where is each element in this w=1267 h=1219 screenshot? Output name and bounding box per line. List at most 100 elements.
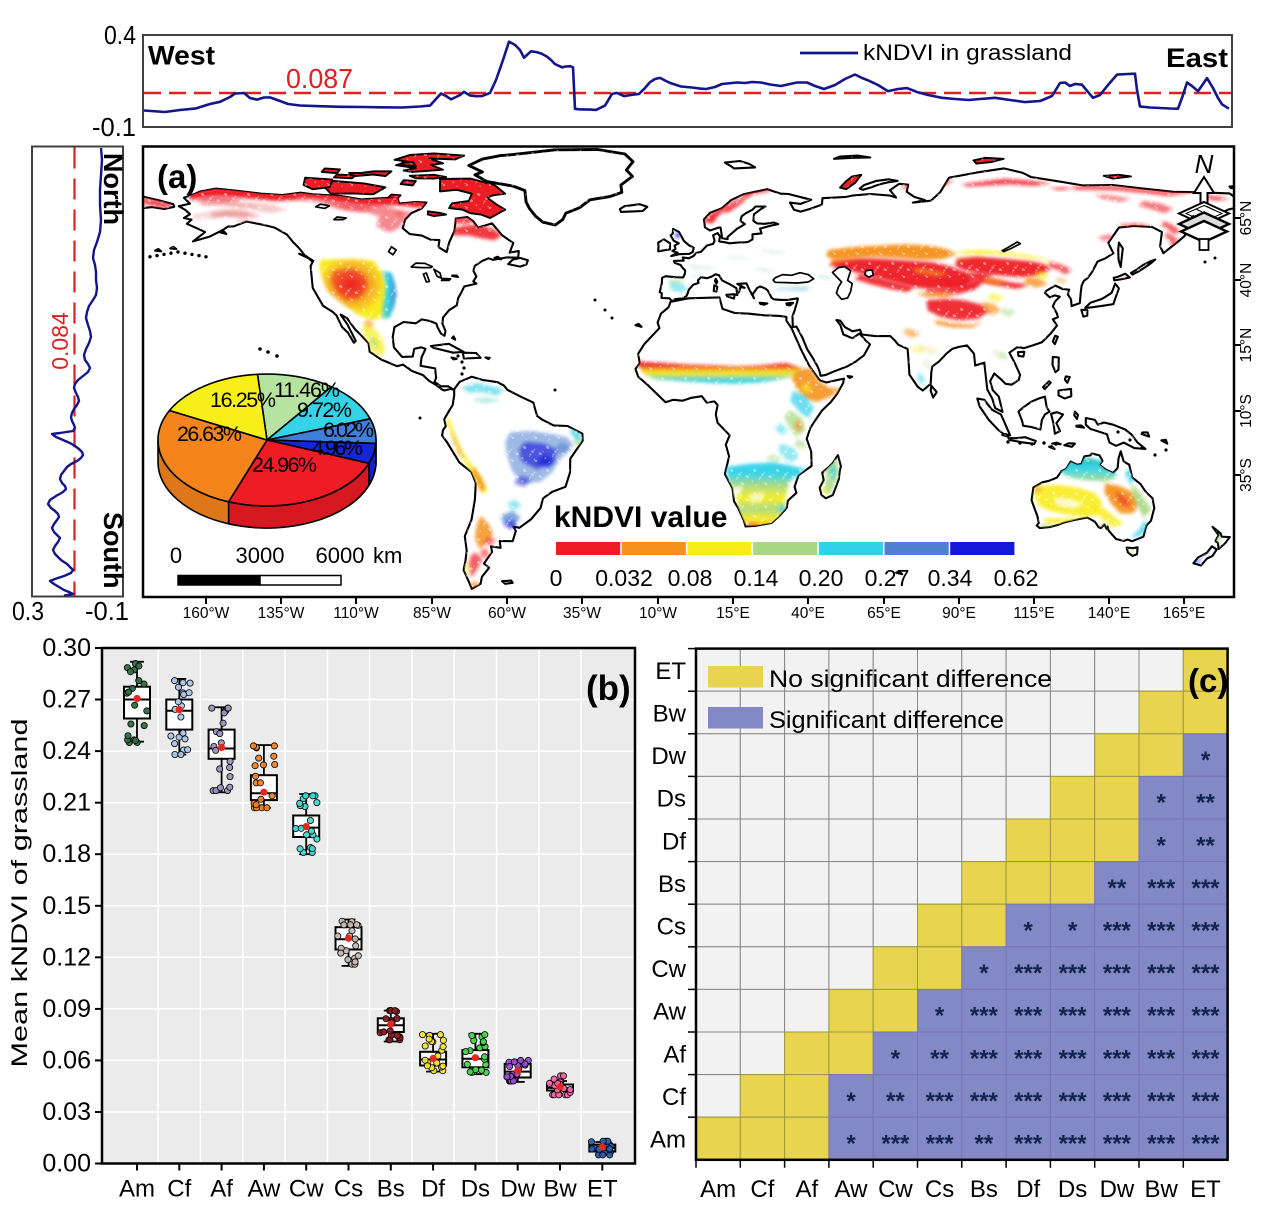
svg-text:0.34: 0.34 xyxy=(928,565,973,591)
svg-text:0.087: 0.087 xyxy=(286,63,353,94)
svg-text:6000: 6000 xyxy=(316,543,365,568)
svg-text:***: *** xyxy=(1014,1045,1043,1072)
svg-text:35°S: 35°S xyxy=(1238,458,1255,492)
svg-text:*: * xyxy=(1068,918,1078,945)
svg-text:*: * xyxy=(1157,790,1167,817)
svg-text:***: *** xyxy=(1103,1088,1132,1115)
svg-text:Df: Df xyxy=(1016,1176,1040,1203)
svg-text:40°N: 40°N xyxy=(1238,263,1255,298)
svg-text:165°E: 165°E xyxy=(1163,605,1205,622)
svg-text:*: * xyxy=(846,1088,856,1115)
svg-text:***: *** xyxy=(1191,875,1220,902)
svg-text:0.12: 0.12 xyxy=(42,943,91,971)
svg-text:0.27: 0.27 xyxy=(865,565,910,591)
svg-text:***: *** xyxy=(1014,1088,1043,1115)
svg-text:***: *** xyxy=(1103,1003,1132,1030)
svg-text:***: *** xyxy=(1103,1131,1132,1158)
svg-text:Bw: Bw xyxy=(543,1176,577,1203)
svg-text:***: *** xyxy=(881,1131,910,1158)
svg-text:Cs: Cs xyxy=(334,1176,363,1203)
svg-text:(b): (b) xyxy=(586,669,631,708)
svg-text:0.03: 0.03 xyxy=(42,1098,91,1126)
svg-text:***: *** xyxy=(1059,1045,1088,1072)
svg-text:Significant difference: Significant difference xyxy=(769,707,1004,734)
svg-text:65°N: 65°N xyxy=(1238,201,1255,236)
svg-text:110°W: 110°W xyxy=(333,605,379,622)
svg-text:0.06: 0.06 xyxy=(42,1046,91,1074)
svg-text:15°E: 15°E xyxy=(716,605,750,622)
svg-text:85°W: 85°W xyxy=(413,605,451,622)
svg-text:4.96%: 4.96% xyxy=(312,436,363,460)
svg-text:***: *** xyxy=(926,1131,955,1158)
svg-text:(a): (a) xyxy=(157,158,197,195)
svg-text:10°S: 10°S xyxy=(1238,394,1255,428)
svg-text:Am: Am xyxy=(119,1176,155,1203)
svg-text:Dw: Dw xyxy=(651,743,686,770)
svg-text:Af: Af xyxy=(210,1176,233,1203)
svg-text:No significant difference: No significant difference xyxy=(769,666,1052,693)
svg-text:26.63%: 26.63% xyxy=(177,422,242,446)
svg-text:0.14: 0.14 xyxy=(734,565,779,591)
svg-text:Af: Af xyxy=(795,1176,818,1203)
svg-text:kNDVI value: kNDVI value xyxy=(554,501,727,534)
svg-text:***: *** xyxy=(1191,1045,1220,1072)
svg-text:Bs: Bs xyxy=(970,1176,998,1203)
svg-text:***: *** xyxy=(1059,1131,1088,1158)
svg-text:135°W: 135°W xyxy=(258,605,305,622)
svg-text:Bs: Bs xyxy=(658,871,686,898)
svg-text:40°E: 40°E xyxy=(791,605,825,622)
svg-text:Cf: Cf xyxy=(167,1176,191,1203)
svg-text:Aw: Aw xyxy=(247,1176,281,1203)
svg-text:115°E: 115°E xyxy=(1013,605,1054,622)
svg-text:0.3: 0.3 xyxy=(12,596,44,626)
svg-text:Af: Af xyxy=(663,1041,686,1068)
svg-text:Mean kNDVI of grassland: Mean kNDVI of grassland xyxy=(7,719,32,1068)
svg-text:Am: Am xyxy=(650,1127,686,1154)
svg-text:***: *** xyxy=(1191,918,1220,945)
svg-text:*: * xyxy=(935,1003,945,1030)
svg-text:N: N xyxy=(1195,149,1214,179)
svg-text:***: *** xyxy=(1059,1088,1088,1115)
svg-text:ET: ET xyxy=(587,1176,618,1203)
svg-text:60°W: 60°W xyxy=(488,605,526,622)
svg-text:ET: ET xyxy=(655,658,686,685)
svg-text:***: *** xyxy=(1191,1088,1220,1115)
svg-text:0.27: 0.27 xyxy=(42,686,91,714)
svg-text:Dw: Dw xyxy=(1100,1176,1135,1203)
svg-text:90°E: 90°E xyxy=(942,605,976,622)
svg-text:Ds: Ds xyxy=(461,1176,490,1203)
svg-text:9.72%: 9.72% xyxy=(297,398,352,422)
svg-text:-0.1: -0.1 xyxy=(92,112,136,142)
svg-text:Cw: Cw xyxy=(289,1176,324,1203)
svg-text:**: ** xyxy=(1196,790,1215,817)
svg-text:Df: Df xyxy=(662,828,686,855)
svg-text:Cw: Cw xyxy=(878,1176,913,1203)
svg-text:***: *** xyxy=(970,1045,999,1072)
svg-text:***: *** xyxy=(1191,1131,1220,1158)
svg-text:3000: 3000 xyxy=(236,543,285,568)
svg-text:Cf: Cf xyxy=(662,1084,686,1111)
svg-text:**: ** xyxy=(930,1045,949,1072)
svg-text:**: ** xyxy=(1196,832,1215,859)
svg-text:***: *** xyxy=(1014,1131,1043,1158)
svg-text:***: *** xyxy=(1059,960,1088,987)
svg-text:*: * xyxy=(846,1131,856,1158)
svg-text:10°W: 10°W xyxy=(639,605,677,622)
svg-text:0: 0 xyxy=(550,565,563,591)
svg-text:(c): (c) xyxy=(1188,662,1228,699)
svg-text:0.00: 0.00 xyxy=(42,1150,91,1178)
svg-text:0.20: 0.20 xyxy=(799,565,844,591)
svg-text:Df: Df xyxy=(421,1176,445,1203)
svg-text:65°E: 65°E xyxy=(867,605,901,622)
svg-text:0.08: 0.08 xyxy=(668,565,713,591)
svg-text:15°N: 15°N xyxy=(1238,328,1255,363)
svg-text:*: * xyxy=(979,960,989,987)
svg-text:Ds: Ds xyxy=(657,786,686,813)
svg-text:Cs: Cs xyxy=(657,914,686,941)
svg-text:Ds: Ds xyxy=(1058,1176,1087,1203)
svg-text:**: ** xyxy=(1108,875,1127,902)
svg-text:***: *** xyxy=(1147,960,1176,987)
svg-text:0.18: 0.18 xyxy=(42,840,91,868)
svg-text:*: * xyxy=(891,1045,901,1072)
svg-text:0.21: 0.21 xyxy=(42,789,91,817)
